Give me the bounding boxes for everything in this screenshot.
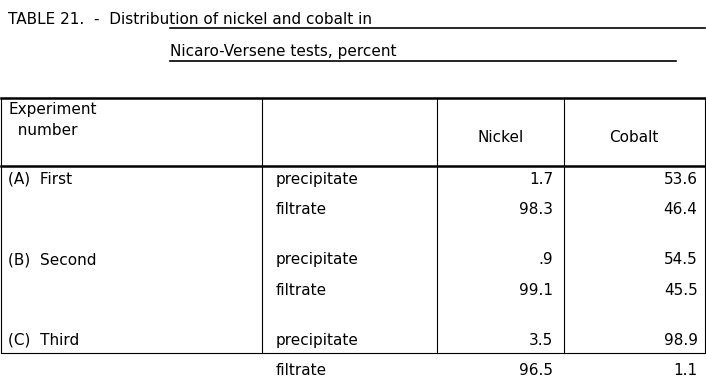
Text: 96.5: 96.5: [520, 363, 554, 378]
Text: 3.5: 3.5: [530, 333, 554, 348]
Text: Nicaro-Versene tests, percent: Nicaro-Versene tests, percent: [170, 44, 397, 60]
Text: 54.5: 54.5: [664, 252, 698, 267]
Text: precipitate: precipitate: [275, 333, 359, 348]
Text: (B)  Second: (B) Second: [8, 252, 97, 267]
Text: 45.5: 45.5: [664, 283, 698, 298]
Text: filtrate: filtrate: [275, 363, 327, 378]
Text: 46.4: 46.4: [664, 202, 698, 217]
Text: 98.3: 98.3: [520, 202, 554, 217]
Text: 1.7: 1.7: [530, 172, 554, 186]
Text: filtrate: filtrate: [275, 202, 327, 217]
Text: TABLE 21.  -  Distribution of nickel and cobalt in: TABLE 21. - Distribution of nickel and c…: [8, 12, 373, 27]
Text: 53.6: 53.6: [664, 172, 698, 186]
Text: precipitate: precipitate: [275, 252, 359, 267]
Text: Experiment
  number: Experiment number: [8, 102, 97, 138]
Text: .9: .9: [539, 252, 554, 267]
Text: (C)  Third: (C) Third: [8, 333, 80, 348]
Text: (A)  First: (A) First: [8, 172, 73, 186]
Text: Cobalt: Cobalt: [609, 130, 659, 146]
Text: filtrate: filtrate: [275, 283, 327, 298]
Text: 98.9: 98.9: [664, 333, 698, 348]
Text: 99.1: 99.1: [520, 283, 554, 298]
Text: Nickel: Nickel: [477, 130, 524, 146]
Text: 1.1: 1.1: [674, 363, 698, 378]
Text: precipitate: precipitate: [275, 172, 359, 186]
